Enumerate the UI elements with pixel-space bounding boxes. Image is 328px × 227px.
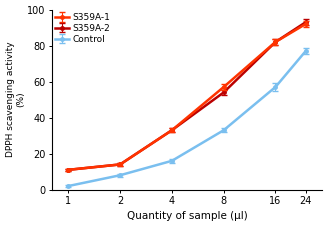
Y-axis label: DPPH scavenging activity
(%): DPPH scavenging activity (%)	[6, 42, 26, 157]
X-axis label: Quantity of sample (μl): Quantity of sample (μl)	[127, 211, 247, 222]
Legend: S359A-1, S359A-2, Control: S359A-1, S359A-2, Control	[54, 12, 111, 45]
